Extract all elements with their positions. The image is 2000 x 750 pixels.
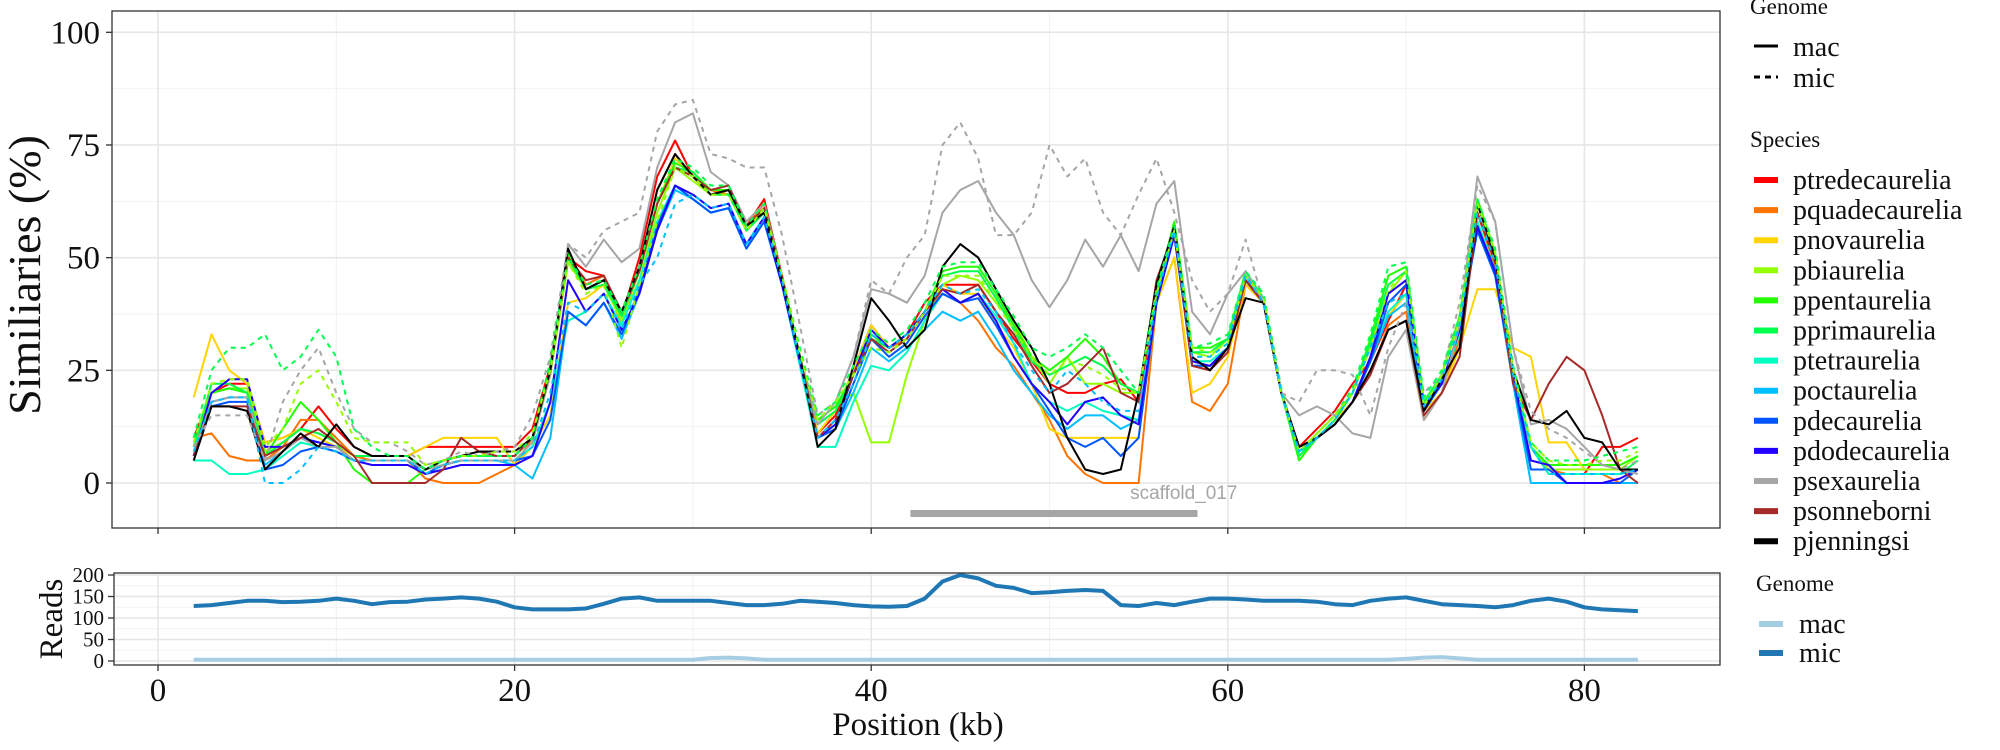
y-tick-label: 0 [84, 466, 101, 502]
x-tick-label: 40 [855, 673, 888, 709]
main-panel-grid [112, 11, 1720, 528]
legend-label-mic: mic [1793, 63, 1835, 94]
reads-y-tick-label: 100 [73, 606, 105, 630]
legend-label-ptetraurelia: ptetraurelia [1793, 346, 1921, 377]
y-tick-label: 100 [51, 15, 101, 51]
y-tick-label: 50 [67, 241, 100, 277]
legend-label-psonneborni: psonneborni [1793, 496, 1932, 527]
y-axis-title: Similiaries (%) [0, 135, 50, 415]
legend-reads-title: Genome [1756, 571, 1834, 596]
legend-label-reads-mac: mac [1799, 609, 1846, 640]
y-tick-label: 25 [67, 353, 100, 389]
x-axis-title: Position (kb) [832, 707, 1003, 743]
series-line-pbiaurelia-mic [192, 166, 1639, 466]
legend-label-pbiaurelia: pbiaurelia [1793, 255, 1906, 286]
reads-panel-grid [114, 573, 1720, 665]
reads-y-tick-label: 200 [73, 563, 105, 587]
scaffold-label: scaffold_017 [1130, 483, 1237, 504]
series-line-pdodecaurelia-mac [192, 184, 1639, 484]
legend-label-reads-mic: mic [1799, 638, 1841, 669]
reads-panel-border [113, 572, 1721, 666]
x-tick-label: 0 [150, 673, 167, 709]
legend-label-poctaurelia: poctaurelia [1793, 376, 1918, 407]
legend-label-pprimaurelia: pprimaurelia [1793, 316, 1937, 347]
x-tick-label: 20 [498, 673, 531, 709]
similarity-lines [192, 98, 1639, 484]
reads-panel-background [114, 573, 1720, 665]
series-line-psexaurelia-mic [192, 98, 1639, 471]
scaffold-annotation: scaffold_017 [910, 483, 1237, 517]
x-tick-label: 60 [1211, 673, 1244, 709]
reads-y-tick-label: 50 [83, 628, 104, 652]
series-line-psexaurelia-mac [192, 112, 1639, 475]
legend-genome-title: Genome [1750, 0, 1828, 19]
series-line-pdecaurelia-mac [192, 184, 1639, 484]
y-tick-label: 75 [67, 128, 100, 164]
main-panel-background [112, 11, 1720, 528]
main-panel-border [111, 10, 1721, 529]
main-axes: 0 25 50 75 100 [51, 15, 1586, 534]
legend-label-pquadecaurelia: pquadecaurelia [1793, 195, 1963, 226]
reads-y-tick-label: 0 [94, 649, 105, 673]
legend-species-title: Species [1750, 127, 1820, 152]
reads-line-mic [193, 573, 1638, 614]
legend-species: Species ptredecaureliapquadecaureliapnova… [1750, 127, 1963, 557]
x-tick-label: 80 [1568, 673, 1601, 709]
legend-label-pdecaurelia: pdecaurelia [1793, 406, 1923, 437]
legend-label-ppentaurelia: ppentaurelia [1793, 285, 1932, 316]
reads-y-axis-title: Reads [34, 579, 70, 660]
legend-label-pnovaurelia: pnovaurelia [1793, 225, 1926, 256]
reads-lines [193, 573, 1638, 662]
legend-label-mac: mac [1793, 32, 1840, 63]
legend-label-psexaurelia: psexaurelia [1793, 466, 1921, 497]
legend-label-pjenningsi: pjenningsi [1793, 526, 1910, 557]
legend-label-ptredecaurelia: ptredecaurelia [1793, 165, 1952, 196]
legend-label-pdodecaurelia: pdodecaurelia [1793, 436, 1951, 467]
reads-line-mac [193, 655, 1638, 662]
scaffold-bar [910, 510, 1198, 517]
reads-y-tick-label: 150 [73, 585, 105, 609]
